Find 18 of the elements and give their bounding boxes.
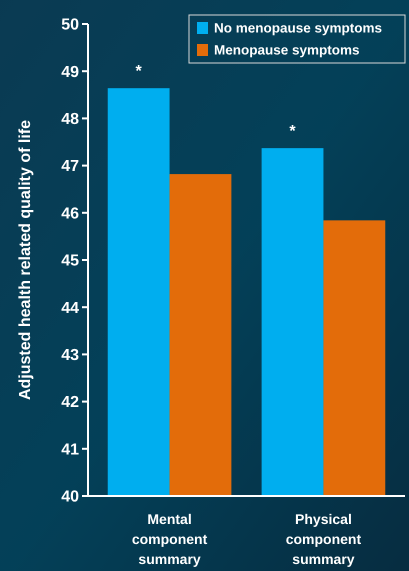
y-tick-label: 44 [61, 300, 80, 317]
legend-label: Menopause symptoms [214, 42, 360, 58]
y-axis-title: Adjusted health related quality of life [17, 120, 34, 400]
y-tick-label: 50 [61, 16, 80, 34]
y-tick-label: 46 [61, 205, 80, 222]
y-tick-label: 49 [61, 64, 80, 81]
y-tick-label: 43 [61, 347, 80, 364]
y-tick-label: 45 [61, 252, 80, 270]
y-tick-label: 48 [61, 111, 80, 128]
y-tick-label: 41 [61, 441, 80, 458]
legend-label: No menopause symptoms [214, 20, 382, 36]
y-tick-label: 47 [61, 158, 80, 176]
y-tick-label: 42 [61, 394, 80, 412]
y-tick-label: 40 [61, 488, 80, 506]
annotation: * [136, 63, 143, 80]
x-tick-label: Physical component summary [286, 511, 362, 567]
annotation: * [289, 123, 296, 140]
x-tick-label: Mental component summary [132, 511, 208, 567]
